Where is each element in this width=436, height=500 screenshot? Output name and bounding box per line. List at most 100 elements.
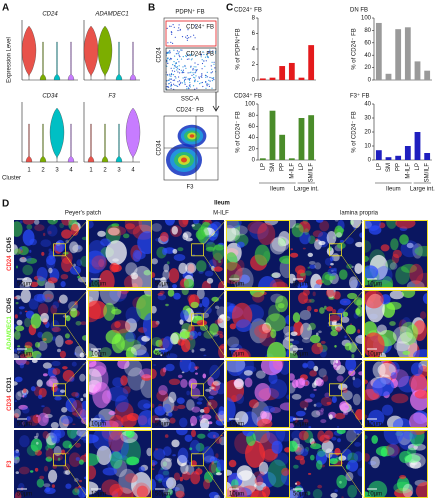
chart-title: CD34⁺ FB — [234, 93, 262, 100]
event-dot — [193, 66, 195, 68]
event-dot — [175, 53, 177, 55]
stain — [195, 442, 205, 452]
event-dot — [167, 74, 169, 76]
stain — [394, 487, 413, 498]
stain — [139, 368, 152, 379]
stain — [26, 224, 33, 230]
y-axis-label: CD34 — [157, 140, 163, 156]
stain — [55, 239, 65, 253]
stain — [312, 488, 323, 498]
stain — [163, 488, 173, 495]
stain — [311, 342, 323, 355]
stain — [36, 267, 48, 282]
stain — [180, 309, 189, 321]
violin — [39, 123, 47, 163]
stain — [88, 465, 97, 480]
stain — [203, 227, 212, 236]
stain — [179, 319, 184, 325]
stain — [82, 415, 86, 421]
stain — [231, 225, 248, 236]
stain — [290, 425, 295, 428]
stain — [14, 450, 20, 458]
stain — [359, 232, 362, 238]
stain — [190, 415, 198, 426]
x-axis-label: F3 — [186, 185, 194, 191]
stain — [208, 259, 217, 269]
stain — [22, 256, 25, 260]
stain — [52, 368, 61, 375]
stain — [312, 230, 324, 238]
stain — [51, 454, 63, 461]
stain — [53, 220, 56, 222]
stain — [342, 311, 349, 317]
event-dot — [190, 66, 192, 68]
event-dot — [192, 69, 194, 71]
stain — [75, 321, 82, 326]
stain — [179, 360, 192, 373]
stain — [14, 248, 21, 255]
zoom-frame — [88, 290, 152, 358]
stain — [72, 488, 80, 496]
y-tick-label: 2 — [252, 62, 256, 68]
stain — [30, 470, 34, 473]
gene-title: CD24 — [42, 12, 58, 18]
stain — [51, 326, 61, 333]
event-dot — [208, 85, 210, 87]
stain — [390, 372, 397, 379]
stain — [357, 329, 361, 334]
y-tick-label: 40 — [364, 102, 371, 108]
stain — [314, 283, 321, 288]
scale-label: 10µm — [367, 282, 382, 288]
zoom-frame — [88, 220, 152, 288]
scale-label: 10µm — [91, 422, 106, 428]
event-dot — [210, 72, 212, 74]
event-dot — [211, 68, 213, 70]
column-header: Peyer's patch — [65, 211, 101, 217]
stain — [290, 331, 298, 337]
event-dot — [213, 63, 215, 65]
event-dot — [194, 55, 197, 57]
stain — [342, 410, 349, 416]
stain — [389, 262, 398, 270]
stain — [313, 403, 317, 407]
stain — [339, 298, 351, 306]
stain — [160, 231, 169, 242]
zoom-link — [203, 289, 227, 314]
scale-label: 50µm — [17, 352, 32, 358]
stain — [165, 363, 175, 372]
stain — [196, 401, 203, 405]
bar — [424, 70, 431, 80]
stain — [283, 325, 290, 336]
y-tick-label: 4 — [252, 47, 256, 53]
stain — [131, 482, 152, 498]
stain — [227, 336, 240, 348]
stain — [338, 383, 348, 391]
stain — [28, 298, 39, 310]
scale-label: 50µm — [17, 422, 32, 428]
event-dot — [201, 73, 203, 75]
micrograph — [88, 360, 152, 428]
stain — [262, 486, 271, 498]
micrograph — [364, 360, 428, 428]
y-tick-label: 10 — [364, 144, 371, 150]
event-dot — [171, 33, 173, 35]
stain — [399, 450, 412, 464]
stain — [15, 391, 22, 401]
stain — [368, 480, 388, 498]
stain — [409, 373, 428, 391]
event-dot — [176, 50, 178, 52]
stain — [333, 267, 337, 272]
stain — [255, 370, 266, 379]
stain — [308, 322, 316, 330]
event-dot — [186, 85, 188, 88]
event-dot — [182, 66, 184, 68]
stain — [335, 326, 341, 333]
event-dot — [184, 76, 186, 78]
stain — [152, 368, 157, 379]
stain — [330, 360, 336, 365]
marker-name: CD45 — [7, 297, 13, 313]
stain — [31, 349, 36, 352]
stain — [379, 352, 387, 358]
stain — [83, 438, 86, 443]
stain — [295, 410, 306, 417]
